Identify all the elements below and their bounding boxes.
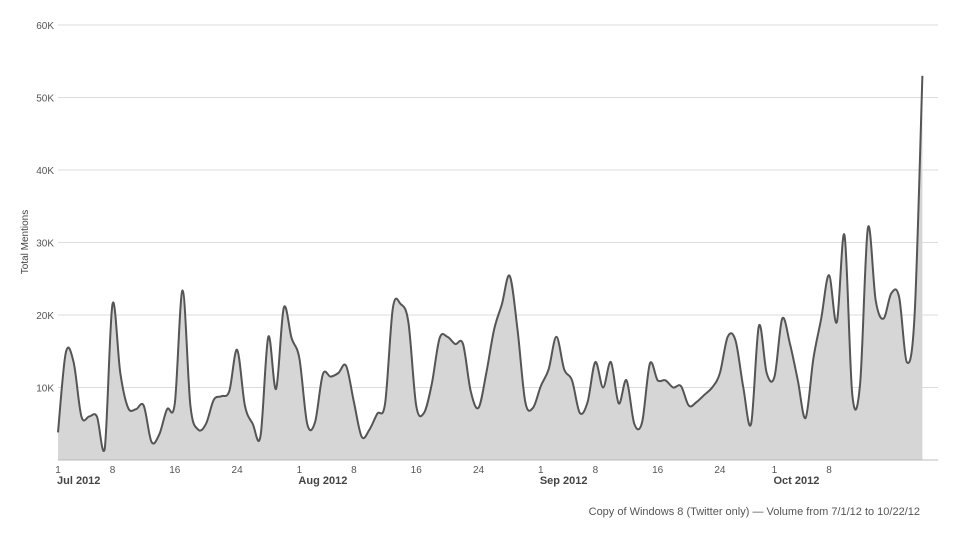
- series-area: [58, 75, 923, 461]
- x-tick-label: 8: [593, 465, 599, 476]
- x-tick-label: 8: [351, 465, 357, 476]
- month-label: Aug 2012: [298, 475, 347, 487]
- x-tick-label: 1: [297, 465, 303, 476]
- x-tick-label: 1: [772, 465, 778, 476]
- month-label: Oct 2012: [773, 475, 819, 487]
- x-tick-label: 1: [55, 465, 61, 476]
- y-tick-label: 10K: [36, 384, 54, 395]
- y-tick-label: 20K: [36, 311, 54, 322]
- x-tick-label: 24: [714, 465, 726, 476]
- x-tick-label: 24: [232, 465, 244, 476]
- y-tick-labels: 10K 20K 30K 40K 50K 60K: [36, 21, 54, 395]
- y-tick-label: 40K: [36, 166, 54, 177]
- x-tick-label: 8: [826, 465, 832, 476]
- month-labels: Jul 2012 Aug 2012 Sep 2012 Oct 2012: [57, 475, 819, 487]
- y-tick-label: 50K: [36, 94, 54, 105]
- x-tick-label: 16: [652, 465, 664, 476]
- x-tick-label: 16: [411, 465, 423, 476]
- x-tick-label: 1: [538, 465, 544, 476]
- x-tick-labels: 1 8 16 24 1 8 16 24 1 8 16 24 1 8: [55, 465, 832, 476]
- month-label: Jul 2012: [57, 475, 100, 487]
- month-label: Sep 2012: [540, 475, 588, 487]
- x-tick-label: 24: [473, 465, 485, 476]
- chart-caption: Copy of Windows 8 (Twitter only) — Volum…: [588, 506, 920, 518]
- x-tick-label: 16: [169, 465, 181, 476]
- y-tick-label: 60K: [36, 21, 54, 32]
- y-axis-title: Total Mentions: [20, 210, 31, 274]
- x-tick-label: 8: [110, 465, 116, 476]
- series-line: [57, 75, 924, 453]
- y-tick-label: 30K: [36, 239, 54, 250]
